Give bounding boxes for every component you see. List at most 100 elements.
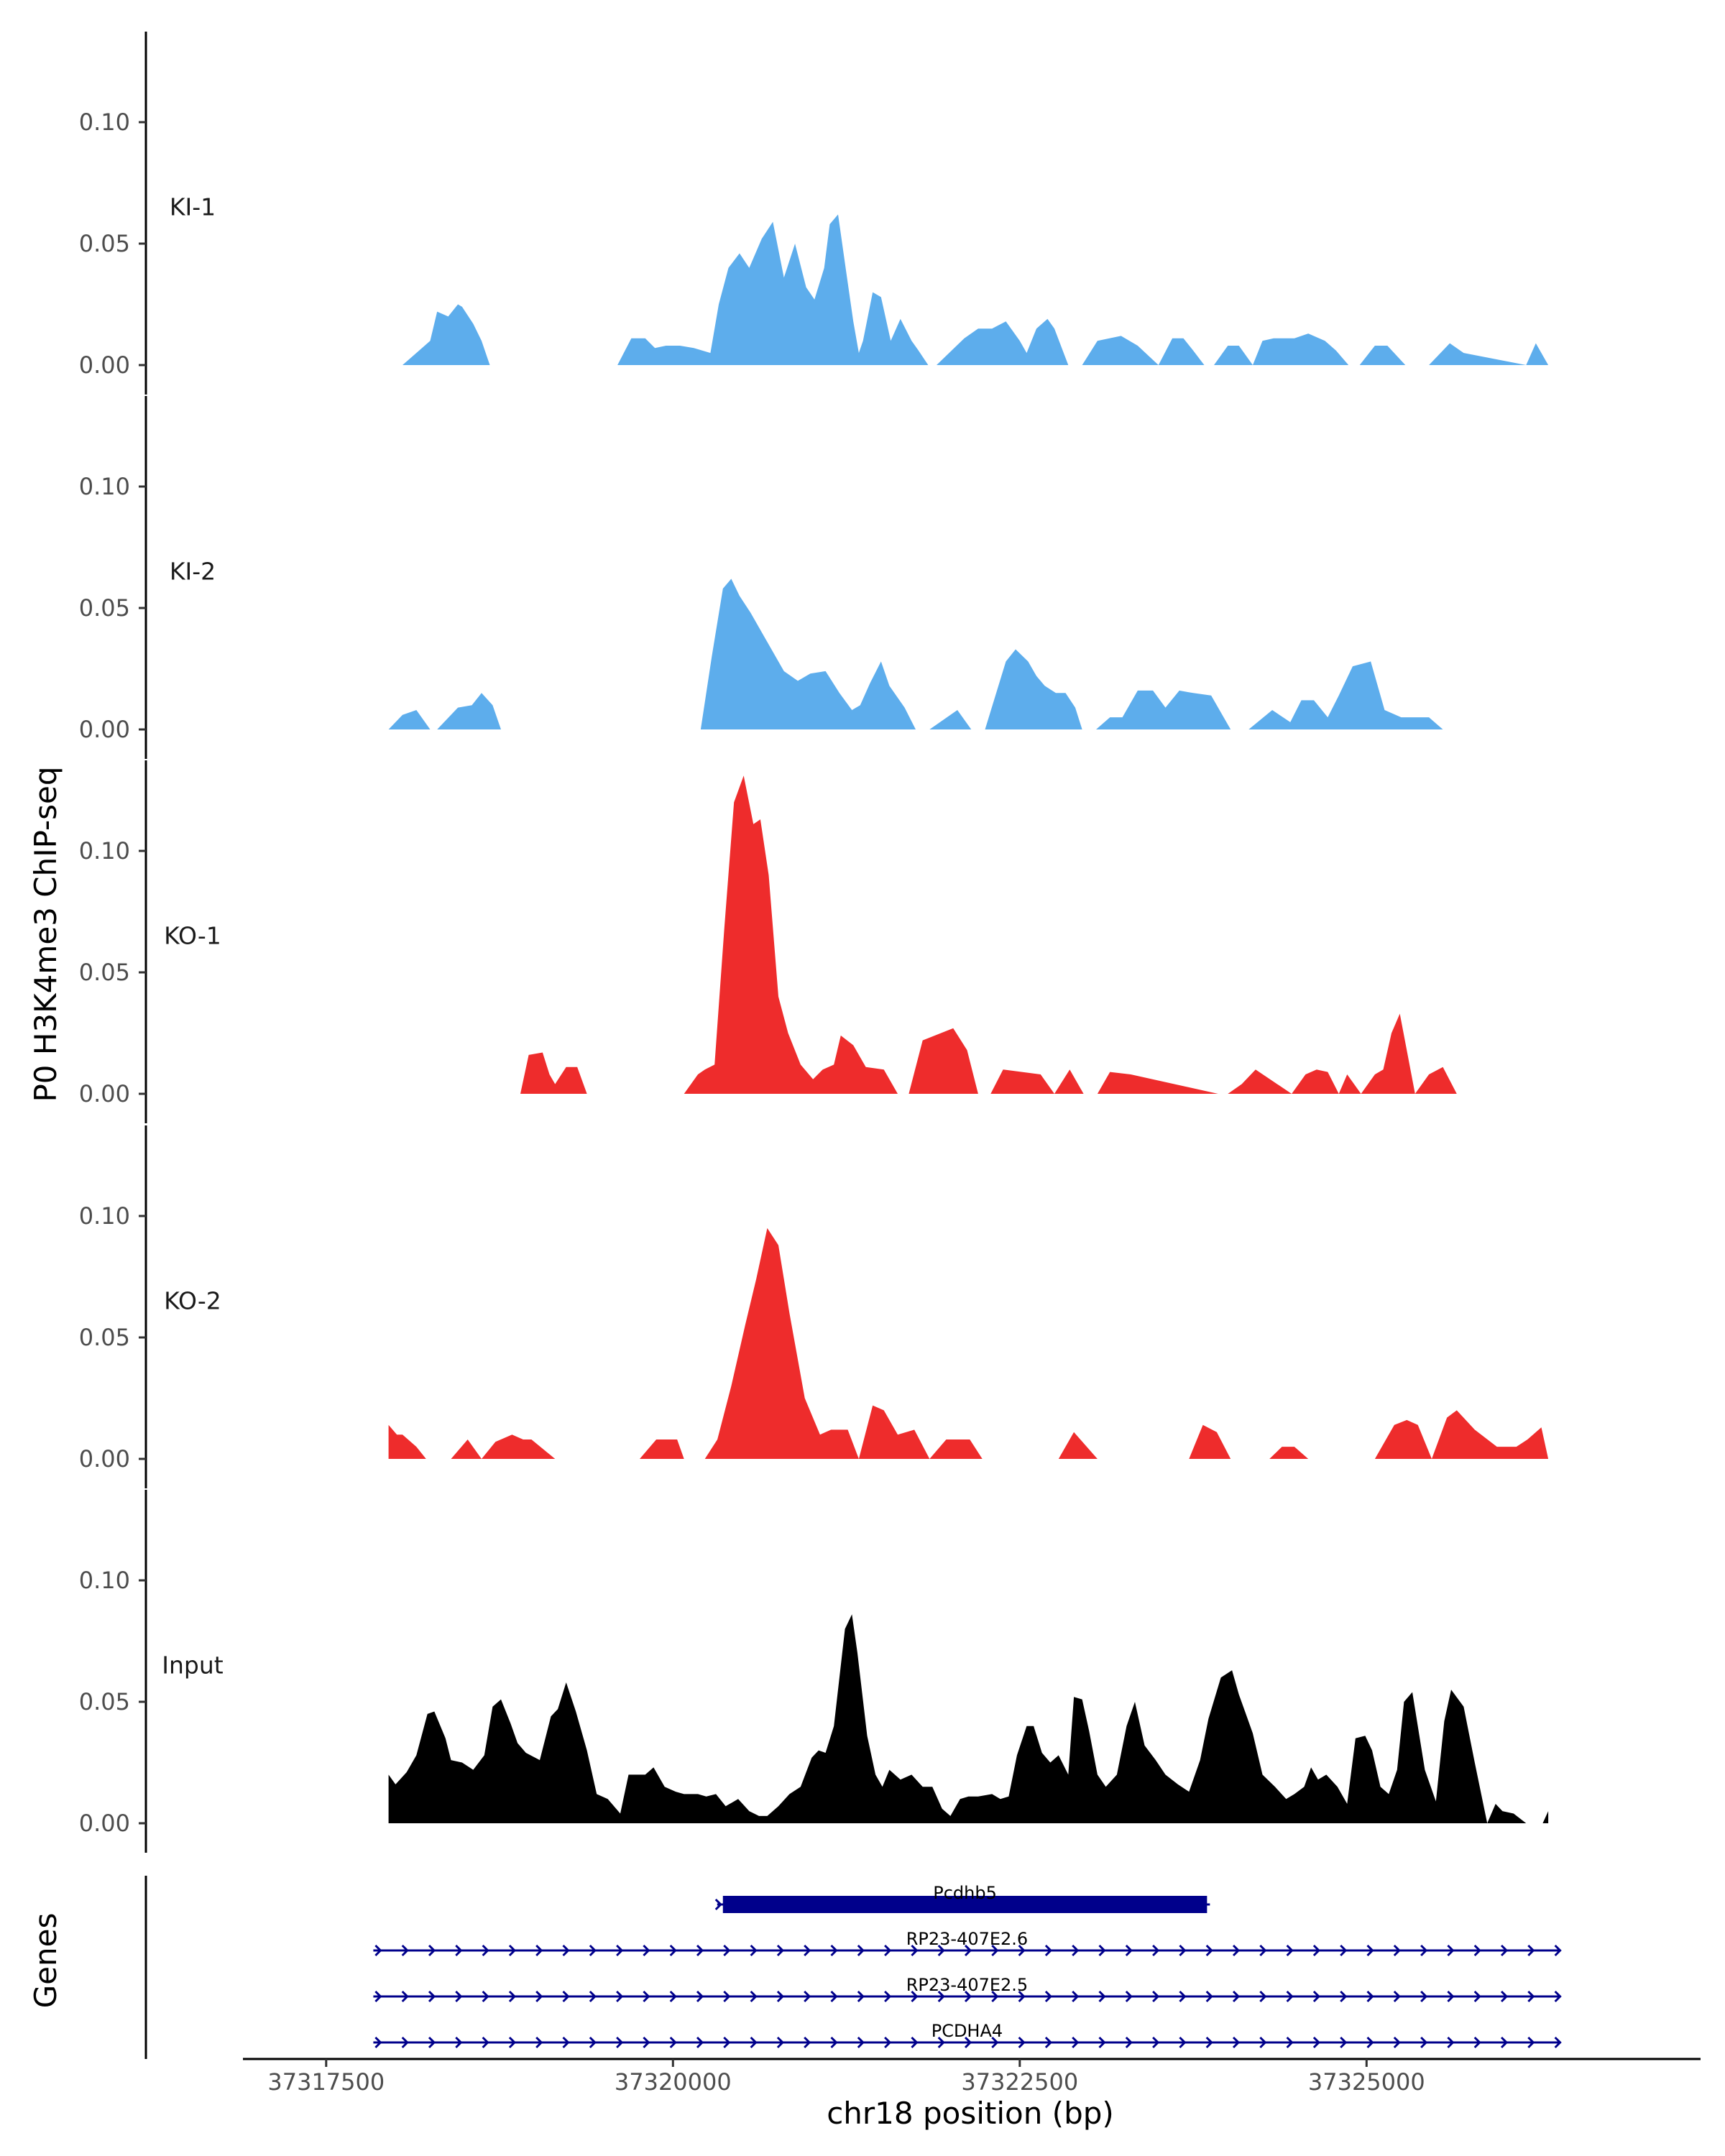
strand-arrow	[535, 1944, 543, 1957]
strand-arrow	[937, 1990, 945, 2003]
y-tick-label: 0.00	[79, 716, 130, 743]
strand-arrow	[804, 1944, 811, 1957]
strand-arrow	[1044, 1944, 1053, 1957]
strand-arrow	[714, 1898, 722, 1911]
strand-arrow	[750, 2036, 758, 2049]
strand-arrow	[804, 1990, 811, 2003]
strand-arrow	[696, 2036, 704, 2049]
strand-arrow	[884, 1990, 892, 2003]
x-tick-label: 37317500	[267, 2068, 385, 2096]
y-tick-label: 0.00	[79, 1810, 130, 1837]
strand-arrow	[937, 1944, 945, 1957]
strand-arrow	[1500, 1944, 1509, 1957]
track-label: KO-1	[164, 921, 221, 949]
strand-arrow	[1259, 2036, 1267, 2049]
strand-arrow	[1125, 1944, 1133, 1957]
strand-arrow	[991, 2036, 999, 2049]
y-axis-title: P0 H3K4me3 ChIP-seq	[28, 766, 63, 1102]
track-ki-2: 0.00 0.05 0.10 KI-2	[79, 396, 1467, 759]
strand-arrow	[1447, 1990, 1455, 2003]
strand-arrow	[750, 1990, 758, 2003]
strand-arrow	[1179, 2036, 1187, 2049]
strand-arrow	[937, 2036, 945, 2049]
x-axis: 37317500 37320000 37322500 37325000	[243, 2058, 1701, 2096]
gene-rp23-407e2-6: RP23-407E2.6	[373, 1929, 1562, 1957]
strand-arrow	[1393, 1990, 1401, 2003]
strand-arrow	[616, 1944, 624, 1957]
signal-area	[388, 579, 1467, 729]
gene-exon-box	[722, 1896, 1208, 1913]
strand-arrow	[1179, 1990, 1187, 2003]
strand-arrow	[804, 2036, 811, 2049]
strand-arrow	[1393, 2036, 1401, 2049]
strand-arrow	[1018, 1990, 1026, 2003]
strand-arrow	[1447, 2036, 1455, 2049]
strand-arrow	[1125, 2036, 1133, 2049]
gene-pcdhb5: Pcdhb5	[714, 1883, 1210, 1913]
strand-arrow	[1152, 2036, 1160, 2049]
y-tick-label: 0.00	[79, 351, 130, 379]
strand-arrow	[669, 1944, 677, 1957]
strand-arrow	[669, 2036, 677, 2049]
strand-arrow	[1152, 1944, 1160, 1957]
strand-arrow	[830, 1944, 838, 1957]
strand-arrow	[1232, 1944, 1241, 1957]
strand-arrow	[401, 1990, 409, 2003]
strand-arrow	[1152, 1990, 1160, 2003]
strand-arrow	[1554, 2036, 1562, 2049]
strand-arrow	[1527, 2036, 1535, 2049]
strand-arrow	[1473, 1990, 1481, 2003]
strand-arrow	[1473, 1944, 1481, 1957]
strand-arrow	[428, 1990, 436, 2003]
track-ko-1: 0.00 0.05 0.10 KO-1	[79, 760, 1457, 1123]
strand-arrow	[455, 1990, 463, 2003]
y-tick-label: 0.10	[79, 1567, 130, 1594]
x-tick-label: 37322500	[961, 2068, 1078, 2096]
strand-arrow	[857, 1944, 865, 1957]
gene-label: RP23-407E2.6	[906, 1929, 1029, 1949]
strand-arrow	[1500, 1990, 1509, 2003]
strand-arrow	[723, 1990, 731, 2003]
strand-arrow	[1447, 1944, 1455, 1957]
strand-arrow	[589, 1990, 597, 2003]
y-tick-label: 0.05	[79, 1688, 130, 1715]
strand-arrow	[750, 1944, 758, 1957]
strand-arrow	[1393, 1944, 1401, 1957]
y-tick-label: 0.10	[79, 473, 130, 500]
strand-arrow	[1018, 2036, 1026, 2049]
signal-tracks: 0.00 0.05 0.10 KI-1 0.00 0.05 0.10 KI-2 0.00 0.05…	[79, 32, 1549, 1853]
strand-arrow	[1340, 1944, 1348, 1957]
strand-arrow	[374, 1944, 382, 1957]
strand-arrow	[1232, 1990, 1241, 2003]
strand-arrow	[884, 2036, 892, 2049]
track-ko-2: 0.00 0.05 0.10 KO-2	[79, 1125, 1549, 1488]
strand-arrow	[696, 1990, 704, 2003]
strand-arrow	[616, 1990, 624, 2003]
genes-axis-title: Genes	[28, 1913, 63, 2009]
strand-arrow	[1098, 2036, 1106, 2049]
strand-arrow	[964, 2036, 972, 2049]
strand-arrow	[455, 1944, 463, 1957]
strand-arrow	[616, 2036, 624, 2049]
track-label: KI-2	[170, 557, 216, 585]
strand-arrow	[911, 1990, 919, 2003]
strand-arrow	[1366, 1990, 1374, 2003]
y-tick-label: 0.10	[79, 1202, 130, 1230]
strand-arrow	[964, 1944, 972, 1957]
gene-track: Pcdhb5 RP23-407E2.6 RP23-407E2.5 PCDHA4	[144, 1876, 1562, 2059]
strand-arrow	[1500, 2036, 1509, 2049]
signal-area	[388, 1227, 1549, 1459]
strand-arrow	[1072, 1944, 1080, 1957]
y-tick-label: 0.05	[79, 959, 130, 986]
strand-arrow	[1205, 1990, 1213, 2003]
strand-arrow	[1420, 2036, 1428, 2049]
strand-arrow	[1072, 2036, 1080, 2049]
strand-arrow	[562, 1944, 570, 1957]
gene-label: PCDHA4	[932, 2021, 1003, 2041]
signal-area	[388, 1614, 1549, 1823]
strand-arrow	[482, 1944, 489, 1957]
strand-arrow	[1205, 1944, 1213, 1957]
signal-area	[402, 214, 1549, 365]
strand-arrow	[508, 1990, 517, 2003]
